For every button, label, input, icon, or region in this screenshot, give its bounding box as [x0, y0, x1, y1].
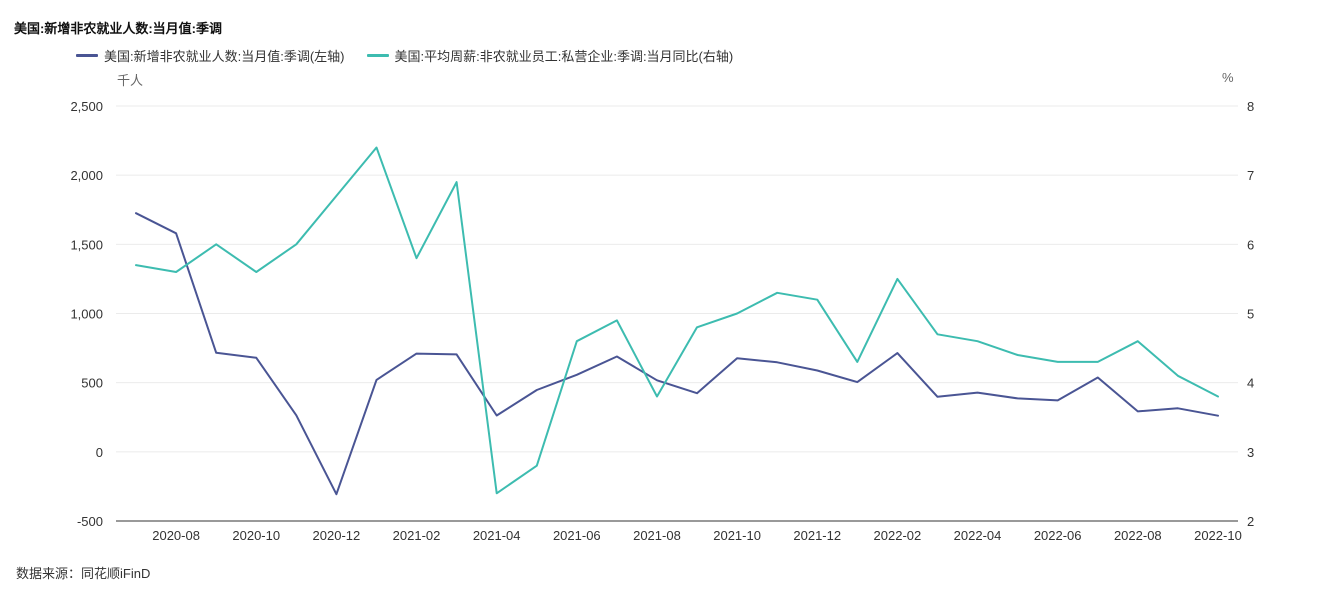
- x-tick-label: 2020-12: [313, 528, 361, 543]
- x-tick-label: 2020-08: [152, 528, 200, 543]
- x-tick-label: 2021-08: [633, 528, 681, 543]
- legend-item-wage[interactable]: 美国:平均周薪:非农就业员工:私营企业:季调:当月同比(右轴): [366, 46, 734, 65]
- left-axis-unit: 千人: [117, 73, 144, 88]
- x-tick-label: 2021-12: [793, 528, 841, 543]
- x-tick-label: 2020-10: [232, 528, 280, 543]
- y-left-tick-label: 2,000: [70, 168, 103, 183]
- y-left-tick-label: 1,500: [70, 237, 103, 252]
- series-line-wage: [135, 146, 1219, 495]
- legend: 美国:新增非农就业人数:当月值:季调(左轴) 美国:平均周薪:非农就业员工:私营…: [76, 46, 733, 65]
- legend-swatch-nonfarm: [76, 54, 98, 57]
- y-left-tick-label: 0: [96, 445, 103, 460]
- legend-item-nonfarm[interactable]: 美国:新增非农就业人数:当月值:季调(左轴): [76, 46, 345, 65]
- y-right-tick-label: 5: [1247, 307, 1254, 322]
- x-tick-label: 2021-06: [553, 528, 601, 543]
- x-tick-label: 2021-04: [473, 528, 521, 543]
- y-left-tick-label: -500: [77, 514, 103, 529]
- legend-label-wage: 美国:平均周薪:非农就业员工:私营企业:季调:当月同比(右轴): [394, 49, 734, 64]
- legend-label-nonfarm: 美国:新增非农就业人数:当月值:季调(左轴): [104, 49, 345, 64]
- chart-title: 美国:新增非农就业人数:当月值:季调: [14, 21, 222, 36]
- y-right-tick-label: 3: [1247, 445, 1254, 460]
- data-source: 数据来源：同花顺iFinD: [16, 566, 151, 581]
- x-tick-label: 2022-06: [1034, 528, 1082, 543]
- x-tick-label: 2021-10: [713, 528, 761, 543]
- x-tick-label: 2022-02: [874, 528, 922, 543]
- y-right-tick-label: 8: [1247, 99, 1254, 114]
- y-right-tick-label: 6: [1247, 237, 1254, 252]
- y-right-tick-label: 2: [1247, 514, 1254, 529]
- x-tick-label: 2021-02: [393, 528, 441, 543]
- legend-swatch-wage: [366, 54, 389, 57]
- y-right-tick-label: 7: [1247, 168, 1254, 183]
- y-left-tick-label: 1,000: [70, 307, 103, 322]
- y-left-tick-label: 500: [81, 376, 103, 391]
- x-tick-label: 2022-08: [1114, 528, 1162, 543]
- x-tick-label: 2022-10: [1194, 528, 1242, 543]
- x-tick-label: 2022-04: [954, 528, 1002, 543]
- y-right-tick-label: 4: [1247, 376, 1254, 391]
- series-line-nonfarm: [135, 212, 1219, 496]
- y-left-tick-label: 2,500: [70, 99, 103, 114]
- right-axis-unit: %: [1222, 70, 1234, 85]
